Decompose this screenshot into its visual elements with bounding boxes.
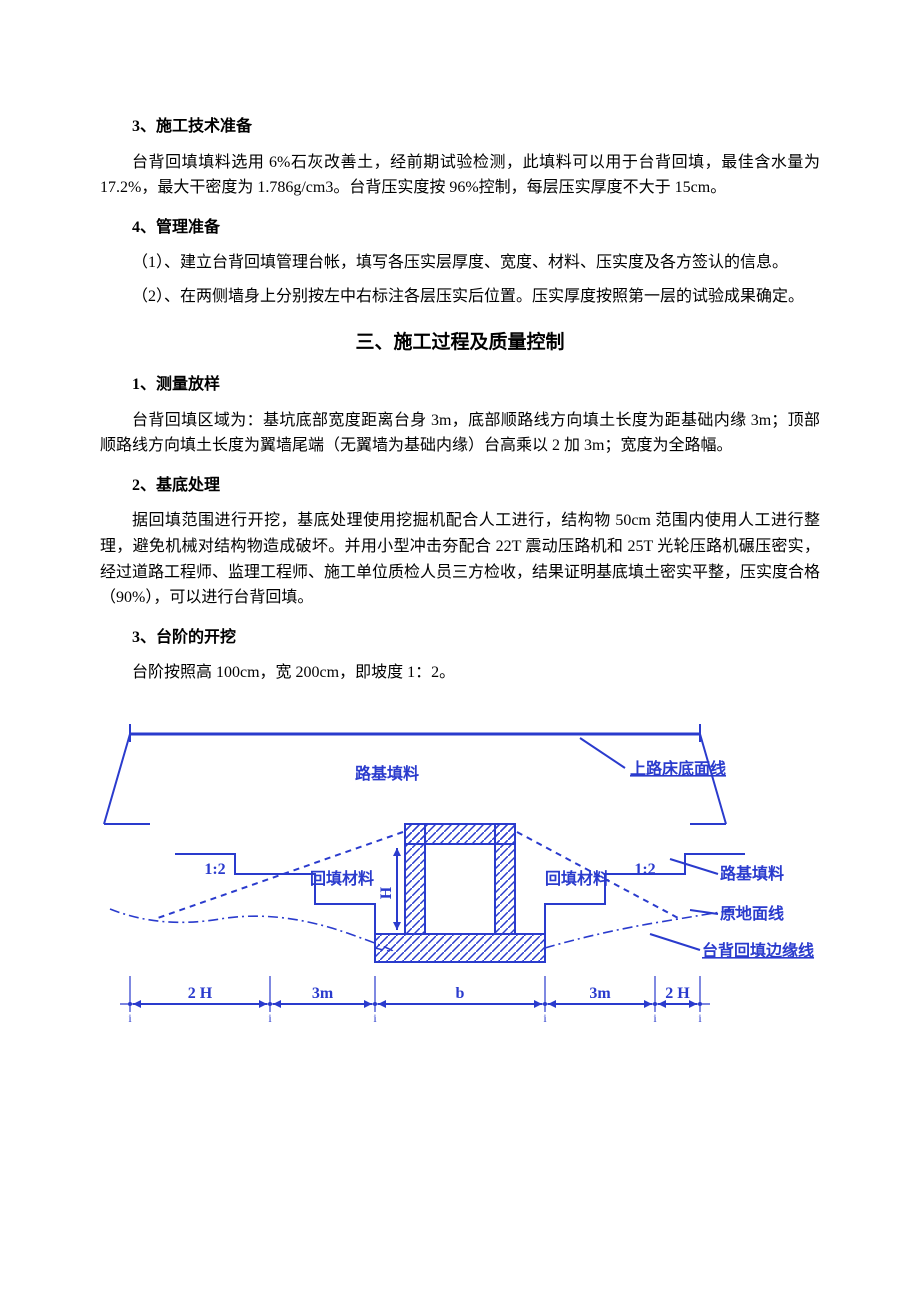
cross-section-diagram: 路基填料上路床底面线H1:2回填材料1:2回填材料路基填料原地面线台背回填边缘线… [100,704,820,1044]
svg-text:i: i [373,1011,377,1025]
para-s4-1: （1）、建立台背回填管理台帐，填写各压实层厚度、宽度、材料、压实度及各方签认的信… [100,250,820,276]
para-q3-1: 台阶按照高 100cm，宽 200cm，即坡度 1：2。 [100,660,820,686]
heading-s4: 4、管理准备 [100,215,820,241]
svg-text:原地面线: 原地面线 [720,904,784,923]
svg-text:i: i [268,1011,272,1025]
svg-text:i: i [653,1011,657,1025]
heading-title3: 三、施工过程及质量控制 [100,328,820,358]
svg-text:b: b [456,985,465,1002]
svg-text:3m: 3m [589,985,611,1002]
svg-text:1:2: 1:2 [634,861,655,878]
heading-q3: 3、台阶的开挖 [100,625,820,651]
svg-text:i: i [543,1011,547,1025]
heading-q1: 1、测量放样 [100,372,820,398]
svg-text:2 H: 2 H [188,985,213,1002]
svg-text:3m: 3m [312,985,334,1002]
svg-text:路基填料: 路基填料 [720,864,784,883]
svg-text:H: H [378,886,395,899]
svg-text:i: i [698,1011,702,1025]
para-q2-1: 据回填范围进行开挖，基底处理使用挖掘机配合人工进行，结构物 50cm 范围内使用… [100,508,820,610]
para-q1-1: 台背回填区域为：基坑底部宽度距离台身 3m，底部顺路线方向填土长度为距基础内缘 … [100,408,820,459]
svg-text:2 H: 2 H [665,985,690,1002]
document-page: 3、施工技术准备 台背回填填料选用 6%石灰改善土，经前期试验检测，此填料可以用… [0,0,920,1104]
heading-q2: 2、基底处理 [100,473,820,499]
svg-text:台背回填边缘线: 台背回填边缘线 [702,941,814,960]
svg-text:1:2: 1:2 [204,861,225,878]
para-s4-2: （2）、在两侧墙身上分别按左中右标注各层压实后位置。压实厚度按照第一层的试验成果… [100,284,820,310]
diagram-container: 路基填料上路床底面线H1:2回填材料1:2回填材料路基填料原地面线台背回填边缘线… [100,704,820,1044]
svg-text:i: i [128,1011,132,1025]
heading-s3: 3、施工技术准备 [100,114,820,140]
para-s3-1: 台背回填填料选用 6%石灰改善土，经前期试验检测，此填料可以用于台背回填，最佳含… [100,150,820,201]
svg-text:回填材料: 回填材料 [310,869,374,888]
svg-text:回填材料: 回填材料 [545,869,609,888]
svg-text:路基填料: 路基填料 [355,764,419,783]
